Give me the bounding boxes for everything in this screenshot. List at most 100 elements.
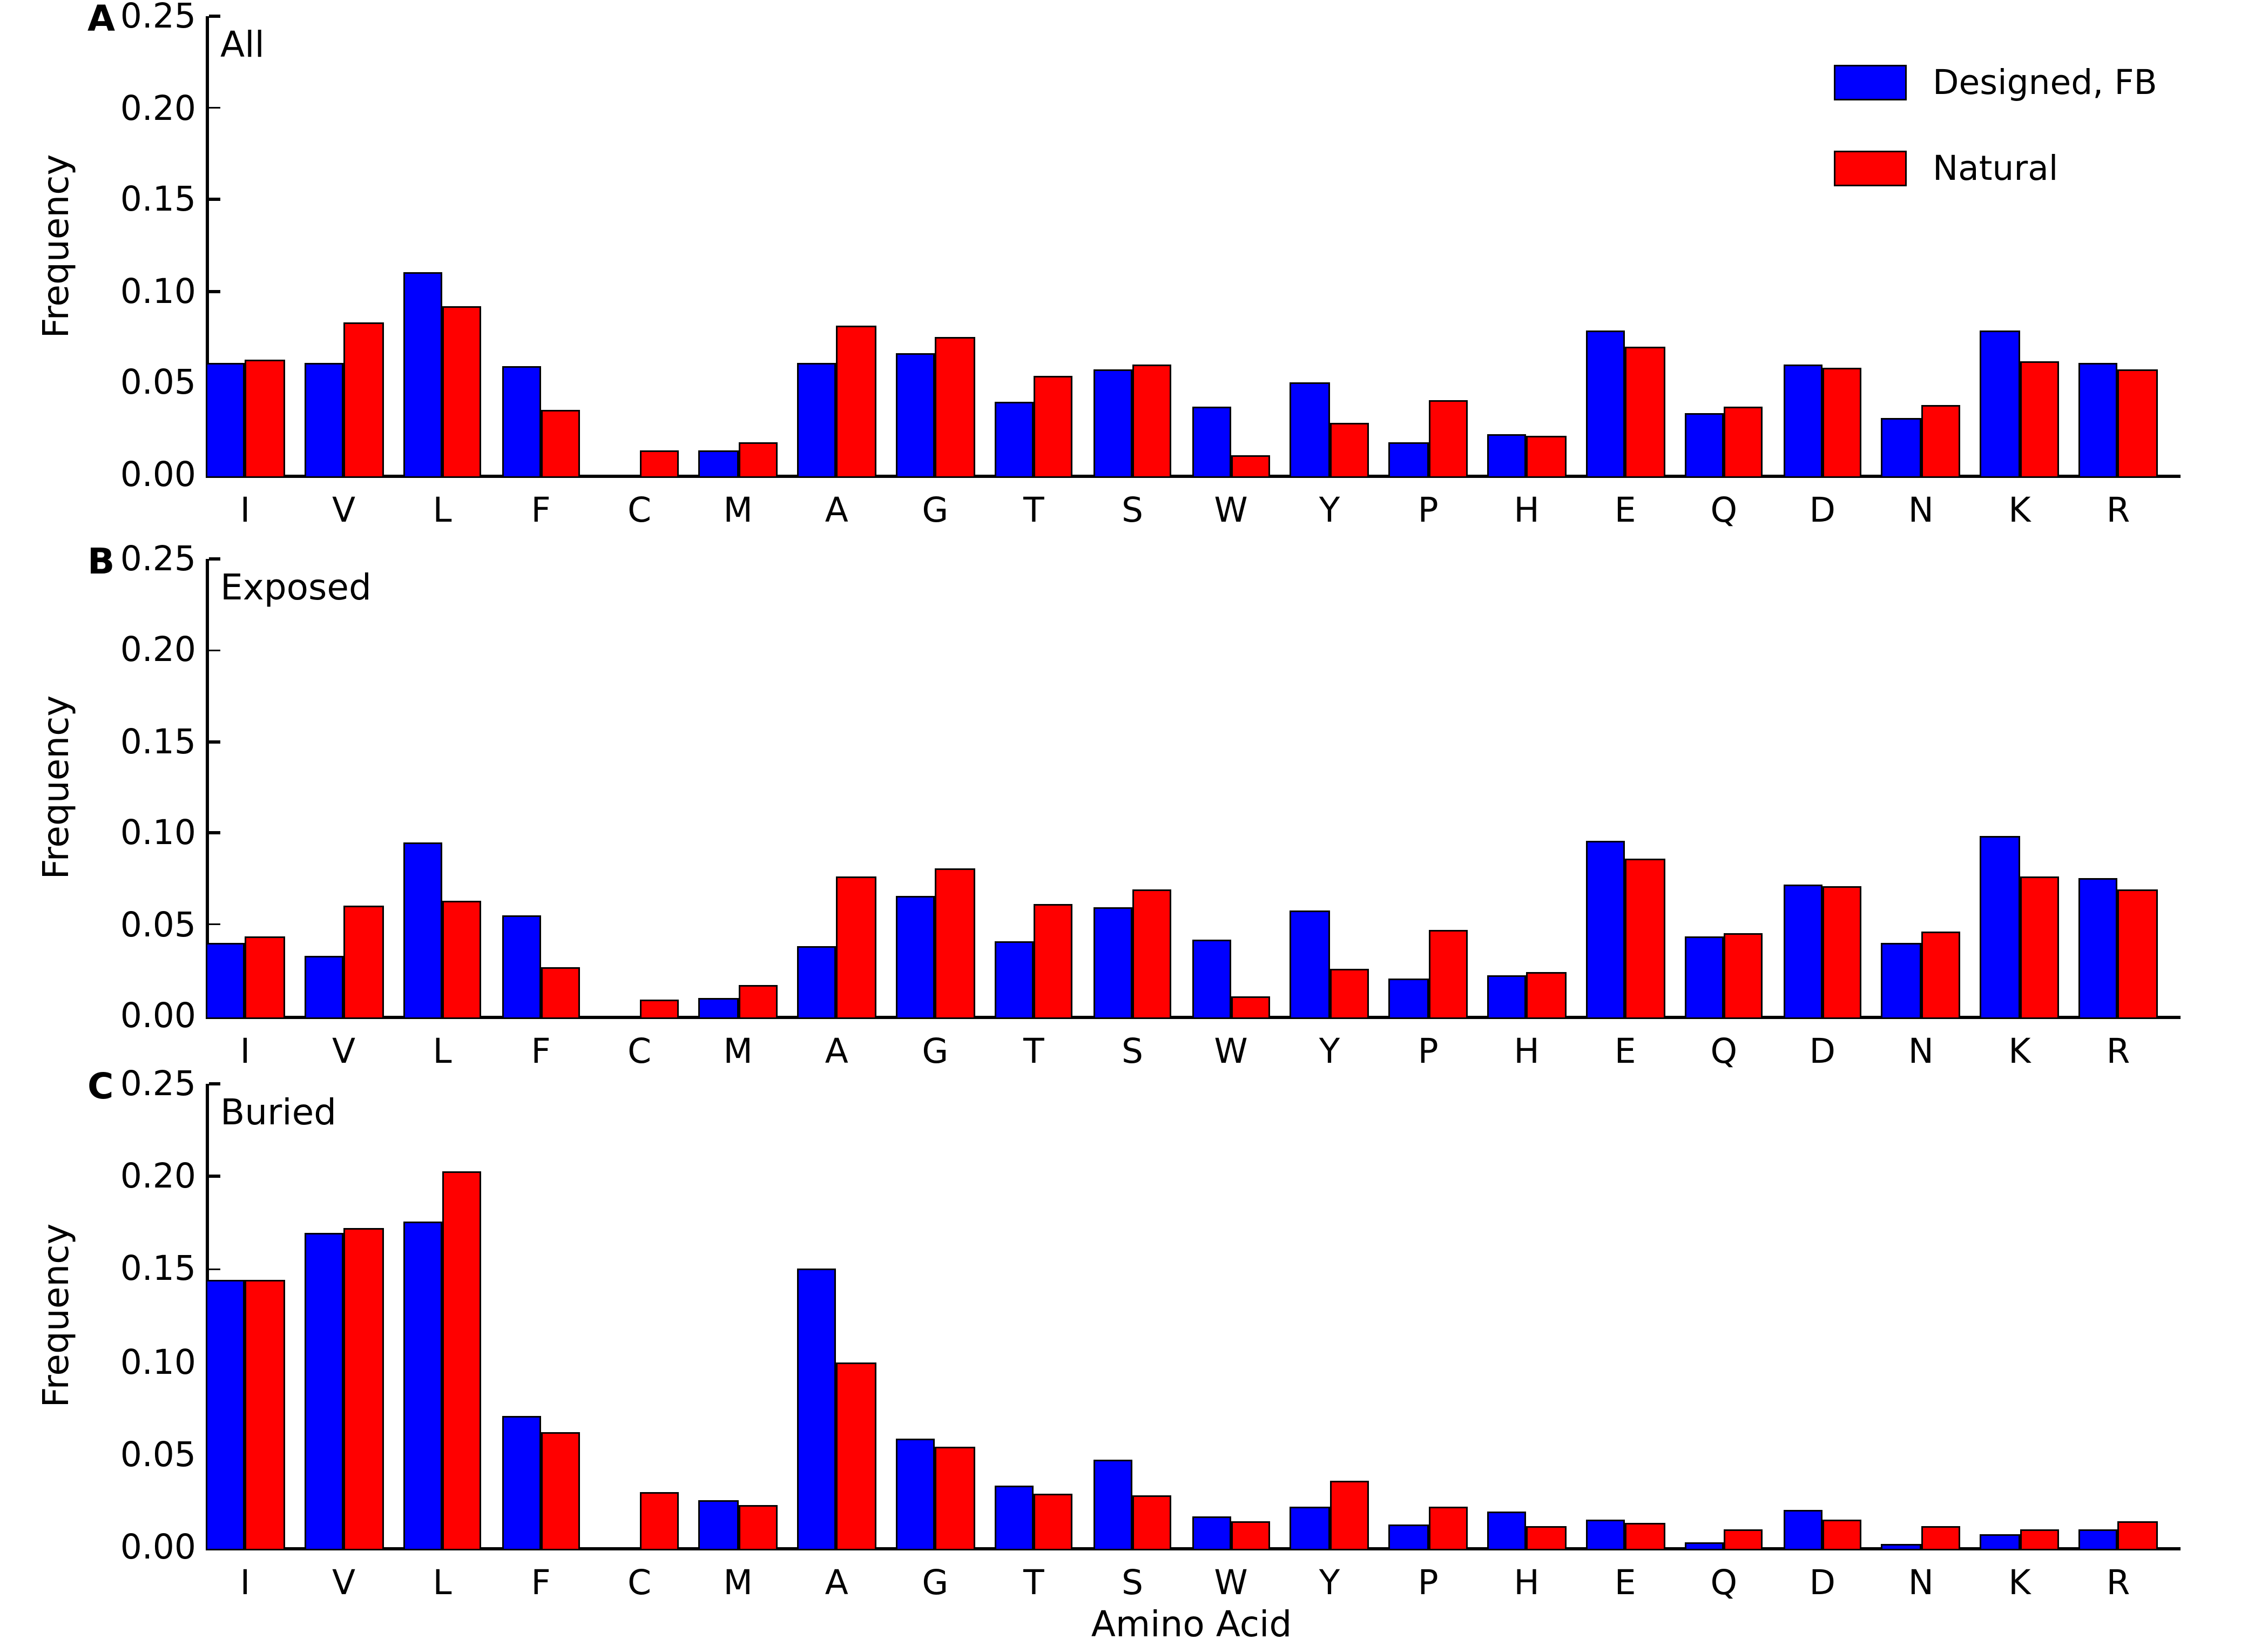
y-axis-spine (206, 559, 208, 1018)
x-tick-label-Q: Q (1710, 1032, 1738, 1071)
legend-label-designed: Designed, FB (1933, 63, 2157, 102)
x-tick-label-G: G (922, 491, 949, 530)
y-tick-label: 0.20 (120, 1157, 196, 1196)
bar-C-natural (639, 999, 679, 1018)
bar-S-designed (1092, 1460, 1132, 1550)
bar-F-natural (541, 410, 580, 477)
x-tick-label-Q: Q (1710, 1563, 1738, 1602)
panel-title-buried: Buried (220, 1094, 337, 1134)
y-tick-mark (208, 106, 220, 110)
bar-R-natural (2118, 889, 2158, 1018)
bar-D-natural (1822, 1519, 1862, 1550)
y-tick-label: 0.20 (120, 631, 196, 670)
bar-E-natural (1625, 346, 1665, 477)
x-tick-label-Y: Y (1319, 1563, 1340, 1602)
y-tick-label: 0.15 (120, 180, 196, 219)
x-tick-label-H: H (1514, 1032, 1540, 1071)
bar-F-designed (501, 1415, 541, 1550)
x-tick-label-H: H (1514, 491, 1540, 530)
bar-T-designed (994, 941, 1034, 1018)
x-tick-label-E: E (1614, 1563, 1636, 1602)
bar-C-natural (639, 1492, 679, 1550)
x-tick-label-H: H (1514, 1563, 1540, 1602)
bar-M-designed (698, 1501, 738, 1550)
x-tick-label-S: S (1121, 491, 1143, 530)
bar-W-natural (1231, 995, 1271, 1018)
x-tick-label-S: S (1121, 1563, 1143, 1602)
bar-P-designed (1388, 979, 1428, 1018)
bar-A-natural (836, 1361, 876, 1550)
x-tick-label-R: R (2106, 491, 2130, 530)
bar-W-designed (1191, 1515, 1231, 1550)
y-tick-label: 0.25 (120, 1064, 196, 1103)
bar-K-designed (1980, 1534, 2020, 1550)
bar-T-natural (1034, 904, 1074, 1018)
x-tick-label-D: D (1809, 491, 1836, 530)
x-tick-label-N: N (1908, 1563, 1934, 1602)
y-tick-label: 0.15 (120, 722, 196, 761)
x-tick-label-W: W (1214, 1563, 1248, 1602)
x-tick-label-K: K (2008, 1032, 2031, 1071)
x-tick-label-K: K (2008, 1563, 2031, 1602)
y-tick-mark (208, 1267, 220, 1271)
y-tick-label: 0.05 (120, 1435, 196, 1474)
x-tick-label-F: F (531, 1032, 551, 1071)
x-tick-label-P: P (1418, 491, 1439, 530)
y-axis-label: Frequency (37, 153, 78, 338)
bar-A-designed (797, 1269, 837, 1550)
y-tick-mark (208, 649, 220, 652)
bar-K-designed (1980, 329, 2020, 477)
x-tick-label-L: L (433, 491, 452, 530)
bar-G-natural (935, 337, 975, 477)
x-tick-label-R: R (2106, 1563, 2130, 1602)
bar-R-natural (2118, 370, 2158, 477)
bar-K-designed (1980, 837, 2020, 1018)
bar-W-natural (1231, 454, 1271, 477)
bar-E-designed (1585, 1519, 1625, 1550)
bar-G-designed (895, 1438, 935, 1550)
bar-N-designed (1881, 942, 1921, 1018)
bar-G-natural (935, 867, 975, 1018)
bar-L-natural (442, 306, 482, 477)
legend-swatch-natural (1834, 151, 1907, 186)
bar-T-designed (994, 401, 1034, 477)
bar-I-natural (245, 359, 285, 477)
y-tick-label: 0.10 (120, 813, 196, 853)
bar-Q-designed (1684, 937, 1724, 1018)
bar-T-designed (994, 1486, 1034, 1550)
x-tick-label-T: T (1023, 1032, 1044, 1071)
bar-K-natural (2019, 361, 2059, 477)
y-tick-mark (208, 290, 220, 293)
x-tick-label-R: R (2106, 1032, 2130, 1071)
bar-Y-designed (1290, 1506, 1330, 1550)
bar-V-designed (304, 362, 344, 477)
bar-V-designed (304, 1232, 344, 1550)
legend-label-natural: Natural (1933, 149, 2058, 188)
bar-G-natural (935, 1447, 975, 1550)
bar-C-natural (639, 450, 679, 477)
x-tick-label-D: D (1809, 1563, 1836, 1602)
x-tick-label-T: T (1023, 1563, 1044, 1602)
bar-N-natural (1921, 1527, 1961, 1550)
x-tick-label-C: C (627, 1563, 652, 1602)
y-tick-mark (208, 923, 220, 926)
bar-Y-natural (1329, 1480, 1369, 1550)
bar-Q-designed (1684, 412, 1724, 477)
x-tick-label-L: L (433, 1032, 452, 1071)
y-axis-label: Frequency (37, 1223, 78, 1408)
bar-A-designed (797, 946, 837, 1018)
bar-I-natural (245, 937, 285, 1018)
bar-P-natural (1428, 929, 1468, 1018)
y-tick-mark (208, 1175, 220, 1178)
bar-E-natural (1625, 858, 1665, 1018)
y-axis-spine (206, 16, 208, 477)
panel-letter-c: C (87, 1068, 114, 1108)
x-tick-label-G: G (922, 1563, 949, 1602)
bar-R-designed (2078, 879, 2118, 1018)
bar-P-designed (1388, 441, 1428, 477)
bar-V-natural (343, 322, 383, 477)
x-tick-label-N: N (1908, 1032, 1934, 1071)
bar-Y-natural (1329, 968, 1369, 1018)
bar-E-natural (1625, 1523, 1665, 1550)
legend-swatch-designed (1834, 65, 1907, 100)
